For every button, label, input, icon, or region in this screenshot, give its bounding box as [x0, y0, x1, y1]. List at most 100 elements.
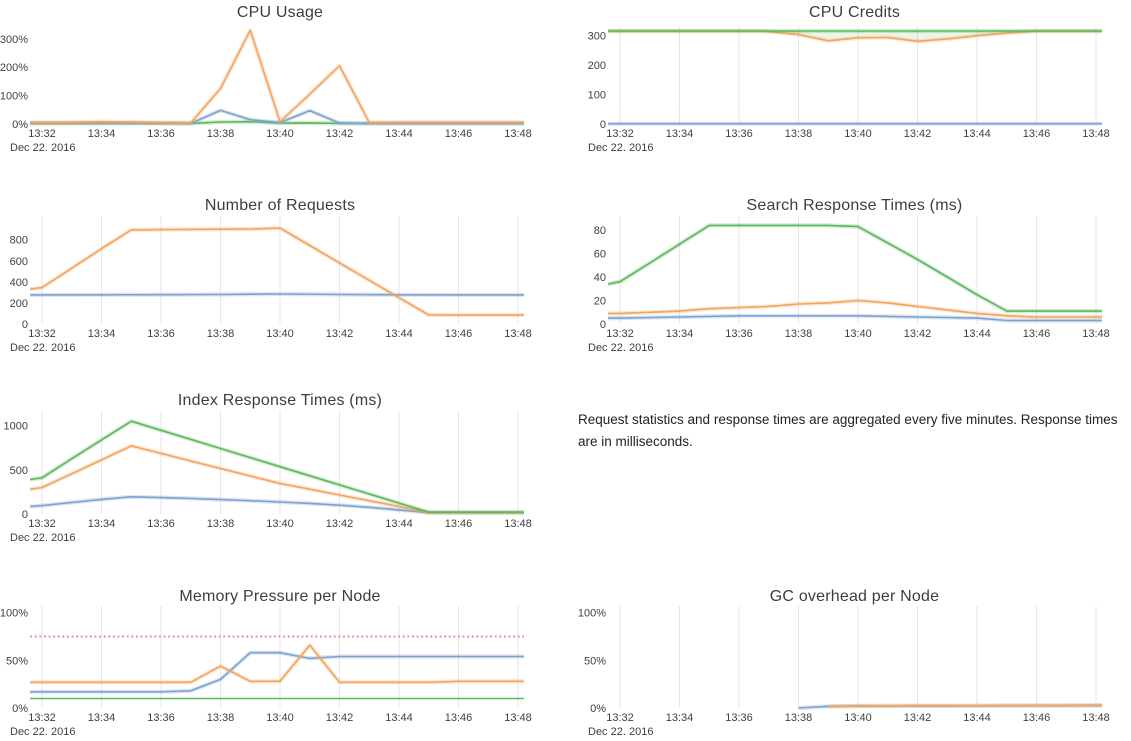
svg-text:13:34: 13:34: [666, 328, 694, 340]
chart-title-memory-pressure: Memory Pressure per Node: [179, 588, 381, 605]
gc-overhead-plot[interactable]: 0% 50% 100% 13:32 13:34 13:36 13:38 13:40 13:42 1…: [578, 580, 1131, 741]
svg-text:13:46: 13:46: [445, 128, 473, 140]
svg-text:13:46: 13:46: [445, 328, 473, 340]
svg-text:13:36: 13:36: [725, 712, 753, 724]
svg-text:200%: 200%: [0, 62, 28, 74]
memory-pressure-plot[interactable]: 0% 50% 100% 13:32 13:34 13:36 13:38 13:40 13:42 1…: [0, 580, 560, 741]
svg-text:13:48: 13:48: [504, 328, 532, 340]
svg-text:13:48: 13:48: [504, 518, 532, 530]
svg-text:13:38: 13:38: [785, 328, 813, 340]
chart-title-cpu-credits: CPU Credits: [808, 4, 901, 21]
svg-text:13:40: 13:40: [266, 328, 294, 340]
svg-text:13:40: 13:40: [266, 518, 294, 530]
search-response-times-plot[interactable]: 0 20 40 60 80 13:32 13:34 13:36 13:38 13:40 13:42 1…: [578, 190, 1131, 355]
svg-text:13:40: 13:40: [266, 712, 294, 724]
svg-text:13:44: 13:44: [963, 128, 991, 140]
svg-text:13:40: 13:40: [266, 128, 294, 140]
svg-text:13:46: 13:46: [1023, 712, 1051, 724]
svg-text:100%: 100%: [578, 608, 606, 620]
svg-text:13:32: 13:32: [28, 712, 56, 724]
svg-text:13:38: 13:38: [207, 328, 235, 340]
svg-text:13:44: 13:44: [963, 712, 991, 724]
svg-text:13:48: 13:48: [1082, 328, 1110, 340]
chart-title-search-response-times: Search Response Times (ms): [746, 197, 963, 214]
svg-text:20: 20: [594, 296, 606, 308]
svg-text:13:38: 13:38: [207, 128, 235, 140]
cpu-credits-plot[interactable]: 0 100 200 300 13:32 13:34 13:36 13:38 13:40 13:42…: [578, 0, 1131, 160]
svg-text:13:48: 13:48: [504, 128, 532, 140]
svg-text:13:34: 13:34: [666, 128, 694, 140]
svg-text:200: 200: [588, 60, 606, 72]
svg-text:13:42: 13:42: [326, 128, 354, 140]
chart-title-cpu-usage: CPU Usage: [236, 4, 324, 21]
svg-text:13:46: 13:46: [1023, 328, 1051, 340]
svg-text:13:44: 13:44: [385, 518, 413, 530]
svg-text:13:42: 13:42: [326, 328, 354, 340]
chart-cell-search-response-times: Search Response Times (ms) 0 20 40 60 80 13:3…: [578, 190, 1131, 355]
svg-text:300%: 300%: [0, 34, 28, 46]
svg-text:80: 80: [594, 225, 606, 237]
svg-text:13:34: 13:34: [666, 712, 694, 724]
svg-text:13:44: 13:44: [385, 128, 413, 140]
aggregation-note: Request statistics and response times ar…: [578, 412, 1118, 449]
svg-text:0: 0: [22, 319, 28, 331]
svg-text:13:32: 13:32: [28, 328, 56, 340]
svg-text:0: 0: [600, 319, 606, 331]
svg-text:Dec 22. 2016: Dec 22. 2016: [10, 342, 75, 354]
svg-text:13:48: 13:48: [1082, 128, 1110, 140]
svg-text:13:42: 13:42: [326, 712, 354, 724]
svg-text:40: 40: [594, 272, 606, 284]
svg-text:400: 400: [10, 277, 28, 289]
svg-text:0%: 0%: [590, 703, 606, 715]
svg-text:100: 100: [588, 89, 606, 101]
chart-cell-memory-pressure: Memory Pressure per Node 0% 50% 100% 13:32 1…: [0, 580, 560, 741]
svg-text:13:40: 13:40: [844, 128, 872, 140]
svg-text:800: 800: [10, 235, 28, 247]
chart-title-gc-overhead: GC overhead per Node: [769, 588, 940, 605]
chart-cell-number-of-requests: Number of Requests 0 200 400 600 800 13:32 13:…: [0, 190, 560, 355]
svg-text:13:32: 13:32: [28, 128, 56, 140]
svg-text:100%: 100%: [0, 608, 28, 620]
cpu-usage-plot[interactable]: 0% 100% 200% 300% 13:32 13:34 13:36 13:38 13:40 1…: [0, 0, 560, 160]
svg-text:13:40: 13:40: [844, 712, 872, 724]
svg-text:500: 500: [10, 465, 28, 477]
svg-text:13:36: 13:36: [147, 712, 175, 724]
chart-cell-gc-overhead: GC overhead per Node 0% 50% 100% 13:32 13:34…: [578, 580, 1131, 741]
svg-text:Dec 22. 2016: Dec 22. 2016: [588, 142, 653, 154]
svg-text:13:38: 13:38: [785, 712, 813, 724]
svg-text:Dec 22. 2016: Dec 22. 2016: [588, 342, 653, 354]
svg-text:13:40: 13:40: [844, 328, 872, 340]
svg-text:13:36: 13:36: [147, 518, 175, 530]
svg-text:200: 200: [10, 298, 28, 310]
svg-text:0%: 0%: [12, 119, 28, 131]
svg-text:13:32: 13:32: [606, 712, 634, 724]
svg-text:60: 60: [594, 249, 606, 261]
svg-text:13:32: 13:32: [606, 128, 634, 140]
svg-text:13:34: 13:34: [88, 128, 116, 140]
svg-text:13:32: 13:32: [28, 518, 56, 530]
svg-text:13:42: 13:42: [904, 712, 932, 724]
svg-text:13:34: 13:34: [88, 518, 116, 530]
svg-text:13:46: 13:46: [445, 518, 473, 530]
svg-text:13:36: 13:36: [725, 328, 753, 340]
svg-text:1000: 1000: [4, 421, 28, 433]
svg-text:13:38: 13:38: [785, 128, 813, 140]
svg-text:13:48: 13:48: [504, 712, 532, 724]
chart-cell-cpu-usage: CPU Usage 0% 100% 200% 300% 13:32 13:34 13:36 1…: [0, 0, 560, 160]
svg-text:0%: 0%: [12, 703, 28, 715]
svg-text:13:34: 13:34: [88, 328, 116, 340]
svg-text:13:48: 13:48: [1082, 712, 1110, 724]
svg-text:0: 0: [600, 119, 606, 131]
svg-text:13:32: 13:32: [606, 328, 634, 340]
number-of-requests-plot[interactable]: 0 200 400 600 800 13:32 13:34 13:36 13:38 13:40 13…: [0, 190, 560, 355]
svg-text:300: 300: [588, 30, 606, 42]
svg-text:13:36: 13:36: [147, 328, 175, 340]
index-response-times-plot[interactable]: 0 500 1000 13:32 13:34 13:36 13:38 13:40 13:42 13…: [0, 385, 560, 550]
svg-text:100%: 100%: [0, 91, 28, 103]
svg-text:Dec 22. 2016: Dec 22. 2016: [10, 532, 75, 544]
svg-text:13:46: 13:46: [445, 712, 473, 724]
svg-text:13:44: 13:44: [963, 328, 991, 340]
chart-cell-index-response-times: Index Response Times (ms) 0 500 1000 13:32 1…: [0, 385, 560, 550]
chart-cell-cpu-credits: CPU Credits 0 100 200 300 13:32 13:34 13:36 13:…: [578, 0, 1131, 160]
